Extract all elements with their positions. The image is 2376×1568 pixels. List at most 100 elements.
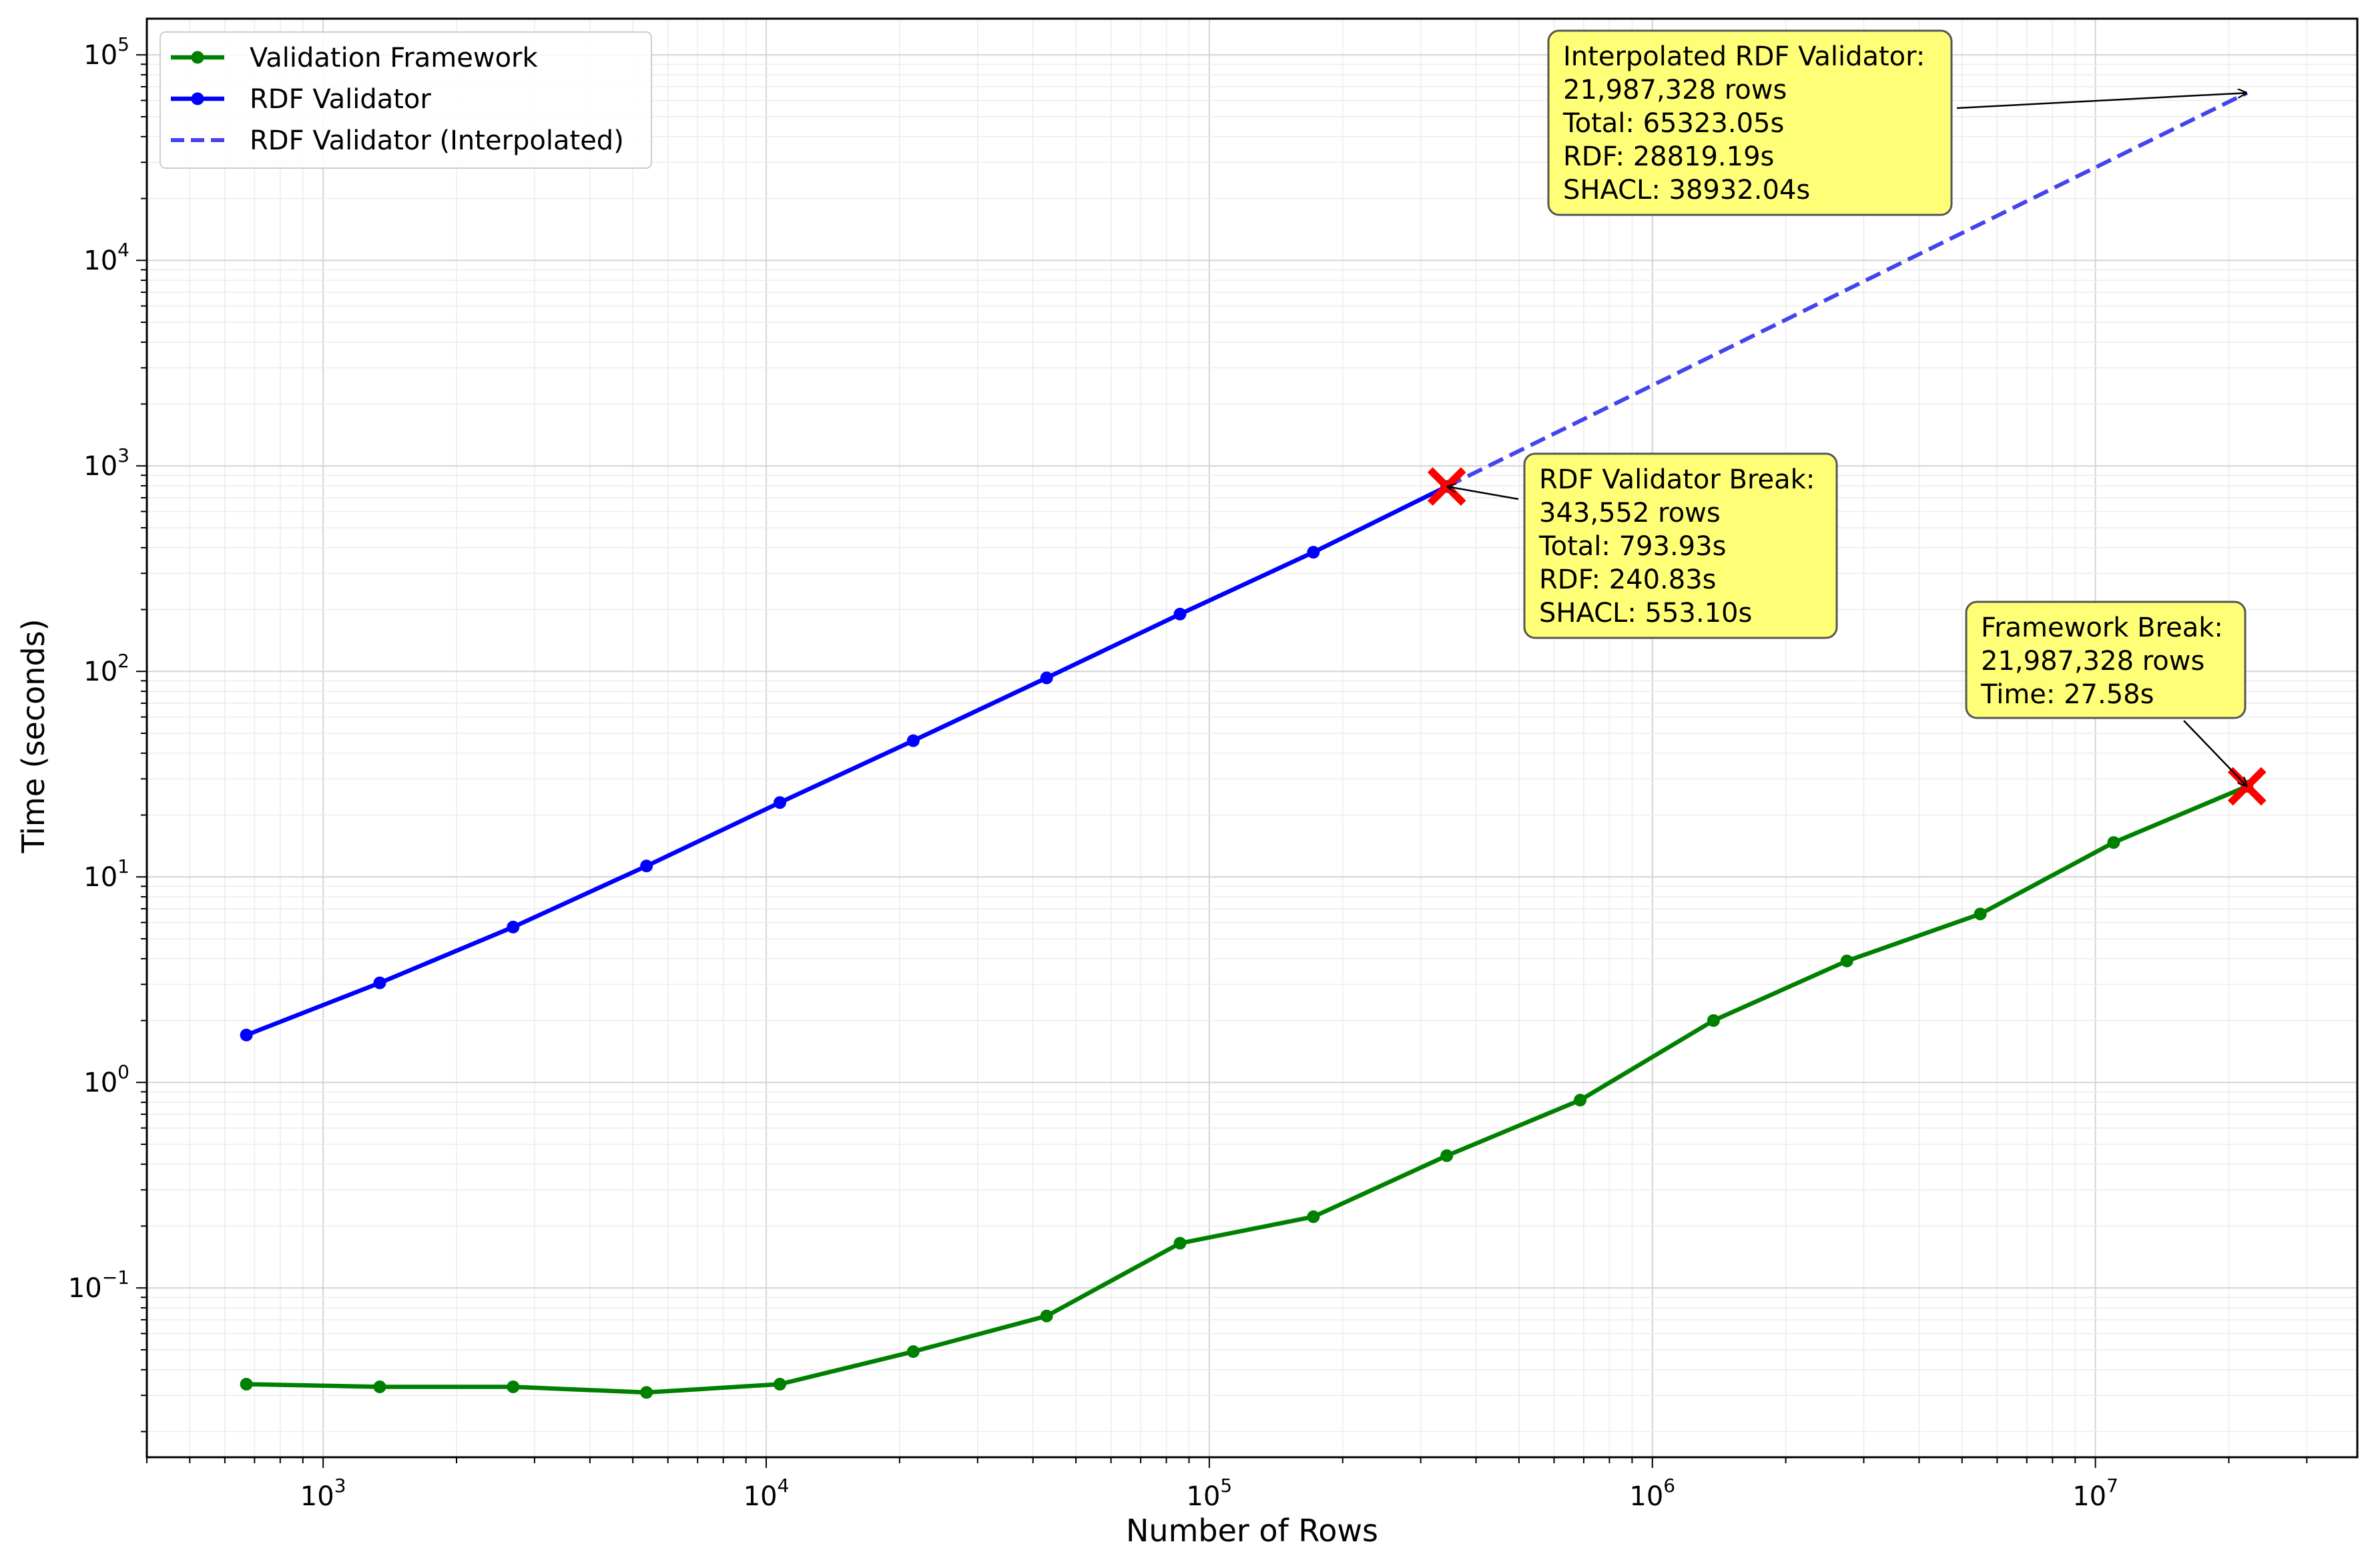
data-point: [774, 796, 787, 809]
data-point: [507, 920, 520, 933]
x-tick-exponent: 7: [2106, 1475, 2118, 1497]
annotation-arrow: [2183, 720, 2247, 787]
annotation-text: 21,987,328 rows: [1981, 646, 2204, 677]
y-tick-label: 103: [83, 444, 129, 482]
annotation-text: Interpolated RDF Validator:: [1563, 41, 1925, 72]
y-tick-label: 105: [83, 33, 129, 71]
y-tick-base: 10: [83, 657, 117, 687]
data-point: [1040, 671, 1053, 685]
x-tick-base: 10: [2072, 1481, 2106, 1512]
y-tick-base: 10: [83, 246, 117, 276]
x-tick-exponent: 5: [1220, 1475, 1232, 1497]
annotation-text: RDF: 240.83s: [1539, 564, 1717, 595]
annotation-box: [1547, 29, 1953, 216]
y-tick-exponent: 0: [117, 1061, 129, 1083]
data-point: [1840, 954, 1853, 967]
y-tick-base: 10: [83, 1068, 117, 1098]
data-point: [1974, 907, 1987, 921]
y-axis-label: Time (seconds): [15, 619, 51, 853]
data-point: [1707, 1014, 1720, 1028]
annotation-callout: Interpolated RDF Validator:21,987,328 ro…: [1547, 29, 2247, 216]
x-tick-base: 10: [744, 1481, 778, 1512]
data-point: [640, 859, 653, 873]
x-tick-exponent: 6: [1663, 1475, 1675, 1497]
legend-label: RDF Validator (Interpolated): [250, 125, 624, 156]
series-line-0: [246, 784, 2249, 1395]
data-point: [240, 1378, 253, 1391]
y-tick-label: 104: [83, 239, 129, 276]
annotation-text: 21,987,328 rows: [1563, 75, 1787, 105]
legend: Validation Framework RDF Validator RDF Val…: [160, 31, 652, 169]
x-tick-exponent: 4: [778, 1475, 790, 1497]
x-tick-label: 104: [744, 1475, 790, 1512]
legend-label: RDF Validator: [250, 84, 431, 115]
legend-entry: RDF Validator (Interpolated): [171, 125, 624, 156]
legend-frame: [160, 31, 652, 169]
annotation-text: Time: 27.58s: [1980, 679, 2154, 710]
y-tick-base: 10: [68, 1273, 102, 1304]
data-point: [1173, 607, 1187, 621]
data-point: [507, 1381, 520, 1394]
data-point: [373, 976, 386, 990]
data-point: [1307, 1210, 1320, 1224]
y-tick-exponent: −1: [102, 1266, 129, 1288]
x-tick-base: 10: [1187, 1481, 1221, 1512]
y-tick-exponent: 4: [117, 239, 129, 261]
annotation-text: RDF: 28819.19s: [1563, 141, 1774, 172]
y-tick-base: 10: [83, 40, 117, 71]
annotation-text: 343,552 rows: [1539, 498, 1721, 528]
y-tick-exponent: 3: [117, 444, 129, 466]
data-point: [774, 1378, 787, 1391]
x-axis-label: Number of Rows: [1126, 1513, 1378, 1549]
x-tick-label: 105: [1187, 1475, 1233, 1512]
annotation-box: [1965, 601, 2247, 719]
data-point: [1307, 546, 1320, 559]
annotation-text: SHACL: 553.10s: [1539, 598, 1752, 629]
data-point: [1440, 1149, 1454, 1162]
y-tick-base: 10: [83, 862, 117, 893]
annotations-layer: Interpolated RDF Validator:21,987,328 ro…: [1447, 29, 2247, 787]
annotation-text: SHACL: 38932.04s: [1563, 175, 1810, 206]
y-tick-label: 101: [83, 855, 129, 893]
series-line-1: [245, 484, 1448, 1038]
x-tick-label: 106: [1629, 1475, 1675, 1512]
y-tick-base: 10: [83, 451, 117, 482]
legend-marker: [191, 92, 204, 105]
data-point: [1574, 1094, 1587, 1107]
annotation-arrow: [1956, 93, 2247, 109]
y-tick-label: 100: [83, 1061, 129, 1098]
series-layer: [240, 91, 2254, 1399]
data-point: [640, 1386, 653, 1399]
y-tick-exponent: 5: [117, 33, 129, 55]
legend-entry: RDF Validator: [171, 84, 431, 115]
legend-entry: Validation Framework: [171, 43, 538, 73]
data-point: [240, 1028, 253, 1042]
annotation-box: [1523, 452, 1838, 639]
data-point: [906, 1345, 920, 1358]
annotation-text: Total: 793.93s: [1538, 531, 1726, 562]
annotation-text: Total: 65323.05s: [1562, 108, 1784, 139]
legend-label: Validation Framework: [250, 43, 538, 73]
data-point: [1173, 1236, 1187, 1250]
annotation-arrow: [1447, 486, 1519, 500]
data-point: [1040, 1309, 1053, 1322]
legend-marker: [191, 51, 204, 64]
data-point: [373, 1381, 386, 1394]
annotation-text: RDF Validator Break:: [1539, 464, 1815, 495]
y-tick-exponent: 1: [117, 855, 129, 877]
x-tick-base: 10: [300, 1481, 334, 1512]
series-line-2: [1446, 91, 2249, 488]
x-tick-exponent: 3: [334, 1475, 346, 1497]
data-point: [906, 734, 920, 747]
y-tick-exponent: 2: [117, 650, 129, 672]
x-tick-base: 10: [1629, 1481, 1663, 1512]
y-tick-label: 102: [83, 650, 129, 687]
y-tick-label: 10−1: [68, 1266, 129, 1304]
x-tick-label: 107: [2072, 1475, 2118, 1512]
plot-frame: [145, 17, 2359, 1459]
